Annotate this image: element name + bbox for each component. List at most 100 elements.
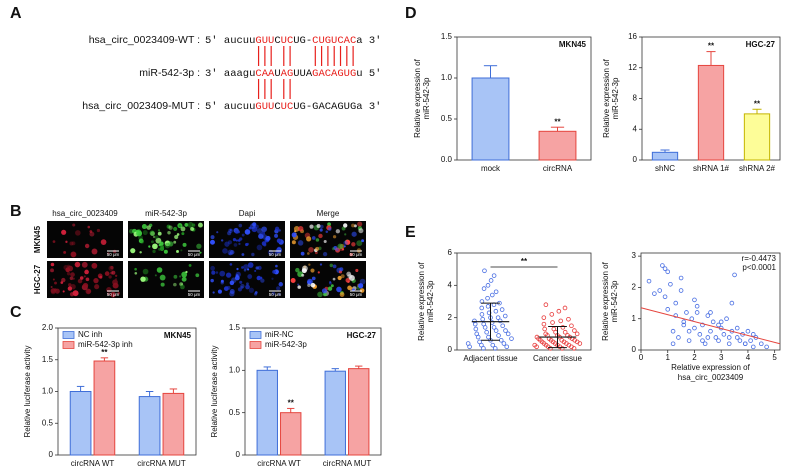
cell-signal bbox=[319, 228, 323, 232]
bar bbox=[138, 396, 161, 456]
cell-signal bbox=[114, 274, 118, 277]
y-axis-label: Relative expression of bbox=[417, 261, 426, 340]
cell-signal bbox=[330, 284, 334, 288]
scale-bar-label: 50 μm bbox=[350, 292, 363, 297]
data-point bbox=[652, 291, 657, 296]
sequence-segment: C bbox=[274, 35, 280, 47]
cell-signal bbox=[332, 277, 336, 281]
y-axis-label: miR-542-3p bbox=[422, 77, 431, 119]
cell-signal bbox=[72, 290, 79, 297]
y-tick-label: 0 bbox=[236, 450, 241, 459]
cell-signal bbox=[117, 291, 121, 295]
cell-signal bbox=[220, 279, 224, 283]
data-point bbox=[689, 316, 695, 322]
data-point bbox=[681, 322, 687, 328]
cell-signal bbox=[332, 264, 337, 269]
data-point bbox=[491, 273, 497, 278]
y-axis-label: miR-542-3p bbox=[610, 280, 619, 322]
cell-signal bbox=[236, 267, 239, 271]
data-point bbox=[498, 337, 504, 343]
data-point bbox=[700, 338, 705, 343]
sequence: 5' aucuuGUUCUCUG-GACAGUGa 3' bbox=[205, 101, 381, 113]
cell-signal bbox=[343, 223, 348, 228]
sequence-label: hsa_circ_0023409-WT : bbox=[89, 34, 200, 46]
cell-signal bbox=[89, 230, 93, 233]
annotation: p<0.0001 bbox=[742, 263, 776, 272]
legend-swatch bbox=[249, 341, 262, 349]
cell-signal bbox=[247, 274, 253, 279]
data-point bbox=[485, 304, 491, 309]
cell-signal bbox=[146, 225, 151, 230]
cell-signal bbox=[61, 277, 66, 283]
panel-label: C bbox=[10, 304, 22, 321]
cell-signal bbox=[327, 286, 333, 291]
legend-label: miR-NC bbox=[265, 330, 294, 339]
cell-signal bbox=[265, 235, 271, 241]
cell-signal bbox=[81, 261, 88, 268]
cell-signal bbox=[294, 229, 297, 233]
data-point bbox=[681, 319, 687, 325]
data-point bbox=[541, 315, 547, 320]
data-point bbox=[673, 300, 679, 306]
data-point bbox=[472, 318, 477, 324]
legend-swatch bbox=[62, 341, 75, 349]
data-point bbox=[676, 335, 681, 340]
cell-signal bbox=[152, 243, 158, 250]
cell-signal bbox=[250, 223, 256, 229]
cell-signal bbox=[227, 231, 232, 236]
legend-swatch bbox=[62, 331, 75, 339]
legend-swatch bbox=[249, 331, 262, 339]
cell-signal bbox=[254, 269, 257, 273]
cell-signal bbox=[176, 233, 180, 236]
data-point bbox=[748, 338, 753, 343]
y-tick-label: 16 bbox=[628, 32, 637, 41]
data-point bbox=[742, 341, 748, 347]
bar bbox=[93, 360, 116, 456]
cell-signal bbox=[246, 242, 250, 246]
cell-signal bbox=[178, 224, 182, 228]
data-point bbox=[662, 294, 668, 300]
cell-signal bbox=[277, 292, 281, 296]
scale-bar-label: 50 μm bbox=[107, 252, 120, 257]
data-point bbox=[502, 313, 508, 319]
cell-signal bbox=[228, 228, 233, 234]
data-point bbox=[509, 336, 514, 341]
data-point bbox=[662, 266, 668, 271]
data-point bbox=[566, 316, 571, 322]
cell-signal bbox=[224, 241, 230, 247]
cell-signal bbox=[142, 230, 148, 236]
data-point bbox=[496, 333, 501, 338]
cell-signal bbox=[276, 247, 283, 254]
cell-signal bbox=[216, 231, 219, 234]
cell-signal bbox=[355, 268, 359, 272]
sequence-segment: GUU bbox=[255, 101, 274, 113]
significance: ** bbox=[708, 42, 715, 51]
y-axis-label: Relative expression of bbox=[602, 58, 611, 137]
cell-signal bbox=[110, 291, 116, 298]
sequence-segment: C bbox=[274, 101, 280, 113]
data-point bbox=[556, 308, 562, 314]
column-header: hsa_circ_0023409 bbox=[52, 209, 118, 218]
data-point bbox=[577, 341, 583, 346]
scale-bar-label: 50 μm bbox=[269, 252, 282, 257]
cell-signal bbox=[361, 239, 365, 243]
data-point bbox=[702, 341, 708, 347]
micrograph bbox=[47, 221, 123, 258]
cell-signal bbox=[52, 278, 55, 281]
x-tick-label: Adjacent tissue bbox=[463, 354, 518, 363]
data-point bbox=[481, 286, 487, 291]
cell-signal bbox=[215, 271, 219, 274]
data-point bbox=[657, 288, 663, 293]
cell-signal bbox=[339, 267, 344, 272]
sequence-segment: GACAGUG bbox=[312, 68, 356, 80]
cell-signal bbox=[300, 251, 305, 256]
data-point bbox=[697, 332, 703, 337]
bar bbox=[69, 391, 92, 456]
cell-signal bbox=[297, 285, 301, 289]
cell-signal bbox=[190, 227, 195, 231]
data-point bbox=[499, 307, 505, 312]
data-point bbox=[482, 268, 487, 274]
cell-signal bbox=[50, 262, 55, 267]
data-point bbox=[505, 331, 511, 337]
cell-signal bbox=[163, 249, 168, 254]
